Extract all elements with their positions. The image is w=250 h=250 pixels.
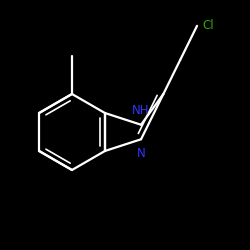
Text: N: N [137,147,145,160]
Text: Cl: Cl [202,19,214,32]
Text: NH: NH [132,104,150,117]
